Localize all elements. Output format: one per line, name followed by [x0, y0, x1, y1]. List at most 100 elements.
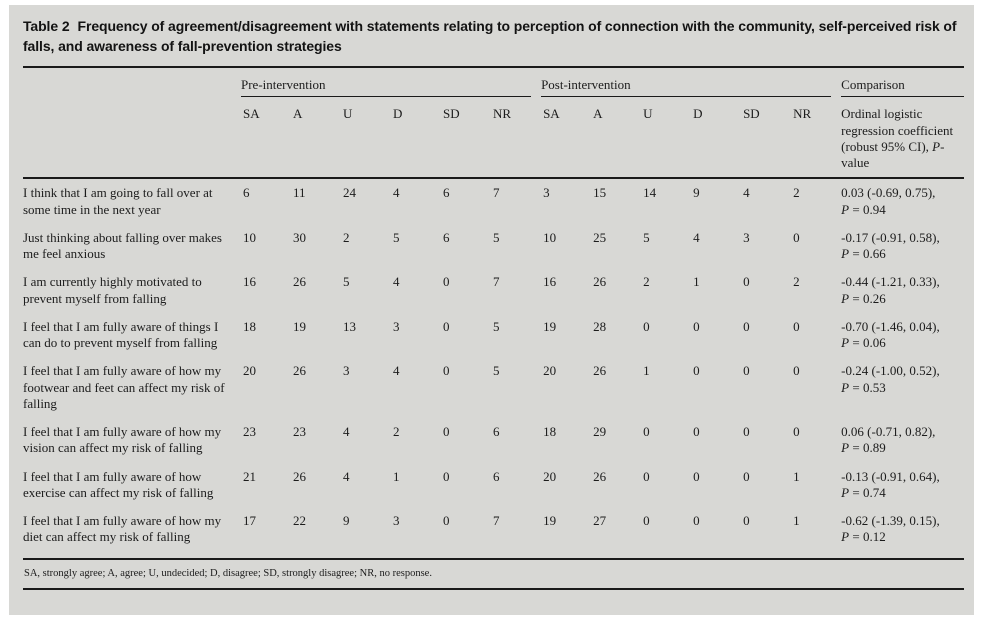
- post-intervention-group-header: Post-intervention: [541, 67, 841, 98]
- count-cell: 0: [693, 513, 700, 529]
- count-cell: 3: [743, 229, 750, 245]
- count-cell: 19: [293, 318, 306, 334]
- count-cell: 2: [793, 274, 800, 290]
- coefficient-text: 0.06 (-0.71, 0.82),: [841, 424, 936, 440]
- count-cell: 22: [293, 513, 306, 529]
- pre-header-sa: SA: [241, 97, 291, 180]
- count-cell: 18: [543, 424, 557, 440]
- count-cell: 6: [243, 185, 250, 201]
- count-cell: 0: [793, 229, 800, 245]
- pre-intervention-label: Pre-intervention: [241, 77, 532, 98]
- table-row: I feel that I am fully aware of things I…: [23, 319, 964, 364]
- corner-cell: [23, 67, 241, 97]
- count-cell: 5: [493, 363, 500, 379]
- count-cell: 2: [643, 274, 650, 290]
- count-cell: 4: [393, 185, 400, 201]
- count-cell: 30: [293, 229, 306, 245]
- p-value-text: P = 0.26: [841, 290, 886, 306]
- count-cell: 0: [443, 468, 450, 484]
- p-value-text: P = 0.74: [841, 484, 886, 500]
- post-header-a: A: [591, 97, 642, 180]
- p-value-text: P = 0.53: [841, 379, 886, 395]
- count-cell: 0: [743, 318, 750, 334]
- statement-cell: Just thinking about falling over makes m…: [23, 229, 222, 262]
- pre-header-nr: NR: [491, 97, 542, 180]
- count-cell: 4: [743, 185, 750, 201]
- count-cell: 23: [243, 424, 256, 440]
- coefficient-text: -0.62 (-1.39, 0.15),: [841, 513, 940, 529]
- count-cell: 4: [393, 274, 400, 290]
- statement-cell: I feel that I am fully aware of how exer…: [23, 468, 214, 500]
- count-cell: 17: [243, 513, 256, 529]
- count-cell: 23: [293, 424, 306, 440]
- group-header-row: Pre-intervention Post-intervention Compa…: [23, 67, 965, 98]
- count-cell: 7: [493, 274, 500, 290]
- count-cell: 9: [693, 185, 700, 201]
- coefficient-text: -0.13 (-0.91, 0.64),: [841, 468, 940, 484]
- count-cell: 26: [293, 274, 306, 290]
- response-header-row: SA A U D SD NR SA A U D SD NR Ordinal lo…: [23, 97, 965, 180]
- count-cell: 0: [693, 424, 700, 440]
- count-cell: 0: [643, 513, 650, 529]
- comparison-subheader: Ordinal logistic regression coefficient …: [841, 97, 965, 180]
- count-cell: 0: [693, 468, 700, 484]
- count-cell: 27: [593, 513, 607, 529]
- count-cell: 0: [743, 424, 750, 440]
- count-cell: 0: [443, 513, 450, 529]
- count-cell: 0: [443, 363, 450, 379]
- p-value-text: P = 0.94: [841, 201, 886, 217]
- count-cell: 5: [493, 229, 500, 245]
- count-cell: 10: [543, 229, 557, 245]
- count-cell: 6: [493, 424, 500, 440]
- p-value-text: P = 0.66: [841, 246, 886, 262]
- corner-cell: [23, 97, 241, 180]
- count-cell: 19: [543, 513, 557, 529]
- comparison-cell: -0.70 (-1.46, 0.04), P = 0.06: [841, 319, 964, 364]
- table-row: I feel that I am fully aware of how my v…: [23, 424, 964, 469]
- count-cell: 9: [343, 513, 350, 529]
- count-cell: 20: [543, 468, 557, 484]
- count-cell: 13: [343, 318, 356, 334]
- count-cell: 0: [793, 318, 800, 334]
- count-cell: 26: [593, 468, 607, 484]
- count-cell: 5: [393, 229, 400, 245]
- comparison-subheader-text: Ordinal logistic regression coefficient …: [841, 106, 954, 154]
- count-cell: 28: [593, 318, 607, 334]
- statement-cell: I feel that I am fully aware of how my v…: [23, 424, 222, 456]
- comparison-cell: -0.24 (-1.00, 0.52), P = 0.53: [841, 363, 964, 424]
- coefficient-text: -0.17 (-0.91, 0.58),: [841, 229, 940, 245]
- count-cell: 6: [443, 185, 450, 201]
- count-cell: 29: [593, 424, 607, 440]
- frequency-table: Pre-intervention Post-intervention Compa…: [23, 66, 965, 560]
- table-row: I think that I am going to fall over at …: [23, 178, 964, 230]
- pre-header-d: D: [391, 97, 441, 180]
- count-cell: 16: [543, 274, 557, 290]
- count-cell: 26: [593, 274, 607, 290]
- count-cell: 0: [693, 318, 700, 334]
- comparison-cell: -0.17 (-0.91, 0.58), P = 0.66: [841, 230, 964, 275]
- table-row: I feel that I am fully aware of how my f…: [23, 363, 964, 424]
- comparison-cell: -0.13 (-0.91, 0.64), P = 0.74: [841, 469, 964, 514]
- table-row: I feel that I am fully aware of how my d…: [23, 513, 964, 559]
- coefficient-text: -0.44 (-1.21, 0.33),: [841, 274, 940, 290]
- count-cell: 14: [643, 185, 657, 201]
- table-row: Just thinking about falling over makes m…: [23, 230, 964, 275]
- table-row: I am currently highly motivated to preve…: [23, 274, 964, 319]
- count-cell: 18: [243, 318, 256, 334]
- count-cell: 21: [243, 468, 256, 484]
- count-cell: 0: [643, 468, 650, 484]
- count-cell: 24: [343, 185, 356, 201]
- count-cell: 1: [643, 363, 650, 379]
- count-cell: 20: [243, 363, 256, 379]
- count-cell: 5: [493, 318, 500, 334]
- p-value-text: P = 0.89: [841, 440, 886, 456]
- count-cell: 1: [793, 513, 800, 529]
- statement-cell: I am currently highly motivated to preve…: [23, 274, 202, 306]
- count-cell: 3: [393, 513, 400, 529]
- count-cell: 0: [743, 468, 750, 484]
- count-cell: 20: [543, 363, 557, 379]
- count-cell: 0: [743, 513, 750, 529]
- p-value-text: P = 0.12: [841, 529, 886, 545]
- count-cell: 15: [593, 185, 607, 201]
- comparison-cell: -0.62 (-1.39, 0.15), P = 0.12: [841, 513, 964, 559]
